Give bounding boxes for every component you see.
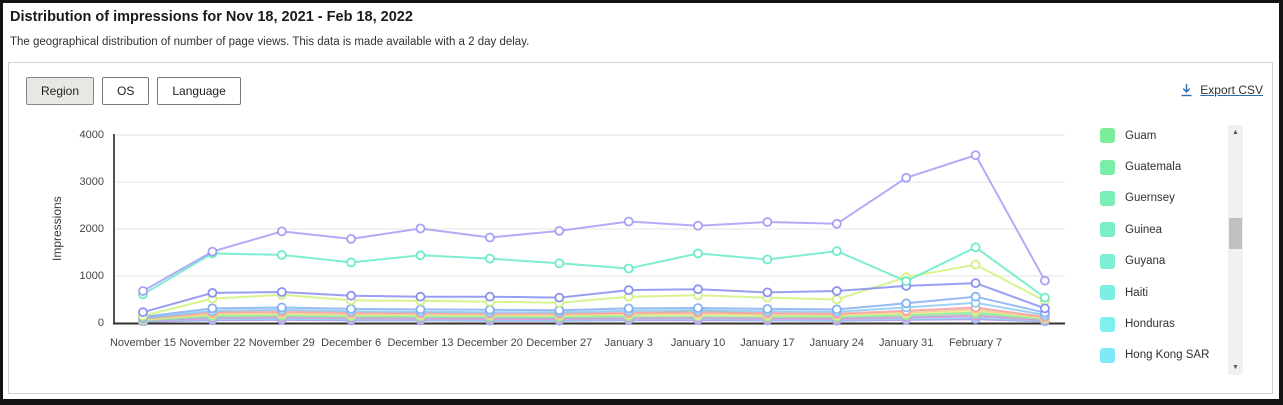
legend-item[interactable]: Guam — [1100, 120, 1222, 151]
x-tick-label: November 22 — [179, 337, 246, 349]
x-tick-label: January 24 — [809, 337, 865, 349]
legend-swatch-icon — [1100, 316, 1115, 332]
scrollbar-thumb[interactable] — [1229, 218, 1242, 249]
legend-swatch-icon — [1100, 128, 1115, 144]
legend-swatch-icon — [1100, 253, 1115, 269]
x-tick-label: December 20 — [456, 337, 523, 349]
y-tick-label: 2000 — [79, 223, 104, 235]
x-tick-label: January 3 — [604, 337, 653, 349]
export-csv-label: Export CSV — [1200, 83, 1263, 97]
legend-swatch-icon — [1100, 159, 1115, 175]
y-tick-label: 1000 — [79, 270, 104, 282]
tab-region[interactable]: Region — [26, 77, 95, 105]
chart-card — [8, 62, 1273, 394]
dimension-tabs: Region OS Language — [26, 77, 241, 105]
x-tick-label: January 31 — [878, 337, 934, 349]
scroll-down-button[interactable]: ▼ — [1232, 364, 1239, 371]
x-tick-label: December 27 — [526, 337, 593, 349]
legend-item[interactable]: Guinea — [1100, 214, 1222, 245]
legend-label: Haiti — [1125, 286, 1149, 299]
legend-label: Honduras — [1125, 318, 1175, 331]
y-tick-label: 3000 — [79, 176, 104, 188]
x-tick-label: January 10 — [670, 337, 726, 349]
legend-item[interactable]: Honduras — [1100, 308, 1222, 339]
tab-os[interactable]: OS — [102, 77, 150, 105]
download-icon — [1181, 84, 1192, 97]
x-tick-label: November 29 — [248, 337, 315, 349]
page-subtitle: The geographical distribution of number … — [10, 36, 530, 48]
export-csv-link[interactable]: Export CSV — [1180, 83, 1263, 97]
legend-label: Guyana — [1125, 255, 1166, 268]
legend-swatch-icon — [1100, 285, 1115, 301]
legend-label: Guinea — [1125, 223, 1163, 236]
chart-legend: Guam Guatemala Guernsey Guinea Guyana Haiti Ho… — [1100, 120, 1222, 371]
legend-item[interactable]: Haiti — [1100, 277, 1222, 308]
x-tick-label: December 6 — [321, 337, 382, 349]
y-tick-label: 0 — [97, 317, 104, 329]
y-tick-label: 4000 — [79, 129, 104, 141]
legend-swatch-icon — [1100, 190, 1115, 206]
x-tick-label: January 17 — [740, 337, 795, 349]
legend-swatch-icon — [1100, 222, 1115, 238]
legend-label: Guatemala — [1125, 161, 1182, 174]
legend-swatch-icon — [1100, 347, 1115, 363]
x-tick-label: November 15 — [109, 337, 177, 349]
legend-label: Guam — [1125, 129, 1157, 142]
scroll-up-button[interactable]: ▲ — [1232, 129, 1239, 136]
line-chart-plot[interactable] — [113, 134, 1065, 326]
legend-item[interactable]: Guyana — [1100, 246, 1222, 277]
legend-item[interactable]: Hong Kong SAR — [1100, 340, 1222, 371]
legend-item[interactable]: Guatemala — [1100, 151, 1222, 182]
legend-label: Hong Kong SAR — [1125, 349, 1210, 362]
legend-scrollbar[interactable]: ▲ ▼ — [1228, 125, 1243, 375]
tab-language[interactable]: Language — [157, 77, 241, 105]
x-tick-label: February 7 — [948, 337, 1003, 349]
x-tick-label: December 13 — [387, 337, 454, 349]
legend-item[interactable]: Guernsey — [1100, 183, 1222, 214]
page-title: Distribution of impressions for Nov 18, … — [10, 9, 413, 25]
legend-label: Guernsey — [1125, 192, 1175, 205]
